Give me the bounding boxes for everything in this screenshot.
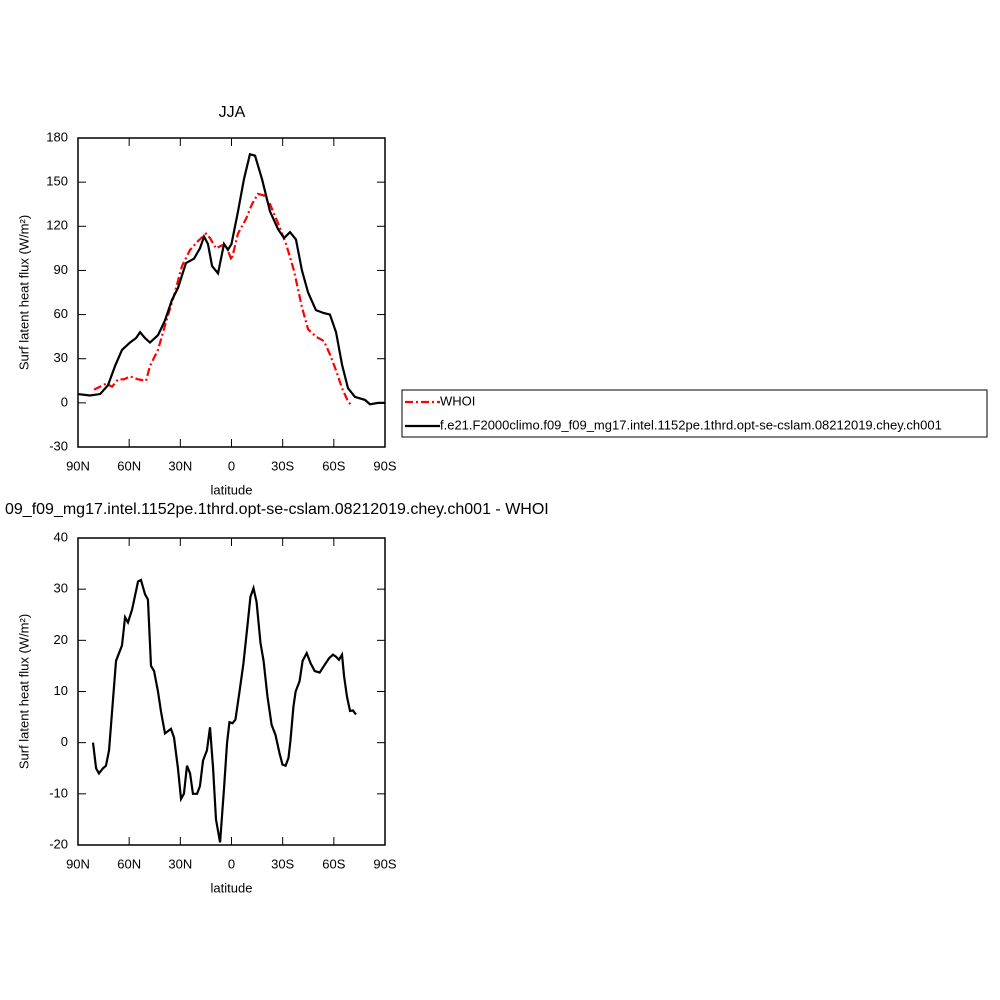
x-tick-label: 60N	[117, 856, 141, 871]
x-tick-label: 30N	[168, 856, 192, 871]
y-tick-label: 30	[54, 350, 68, 365]
y-tick-label: 150	[46, 174, 68, 189]
x-axis-label: latitude	[211, 482, 253, 497]
x-tick-label: 60S	[322, 458, 345, 473]
legend-label: f.e21.F2000climo.f09_f09_mg17.intel.1152…	[440, 417, 942, 432]
data-line	[93, 192, 353, 407]
data-line	[91, 578, 357, 843]
plot-frame	[77, 137, 386, 448]
y-axis-label: Surf latent heat flux (W/m²)	[16, 215, 31, 370]
y-tick-label: 0	[61, 734, 68, 749]
x-tick-label: 90N	[66, 458, 90, 473]
x-tick-label: 0	[228, 856, 235, 871]
y-axis-label: Surf latent heat flux (W/m²)	[16, 614, 31, 769]
legend-label: WHOI	[440, 393, 475, 408]
y-tick-label: 60	[54, 306, 68, 321]
y-tick-label: 30	[54, 581, 68, 596]
chart-title: JJA	[219, 104, 246, 121]
y-tick-label: 0	[61, 394, 68, 409]
x-tick-label: 30N	[168, 458, 192, 473]
plot-frame	[77, 537, 386, 846]
x-tick-label: 30S	[271, 856, 294, 871]
chart-title: 09_f09_mg17.intel.1152pe.1thrd.opt-se-cs…	[5, 501, 549, 518]
y-tick-label: -20	[49, 836, 68, 851]
x-tick-label: 90S	[373, 458, 396, 473]
y-tick-label: 10	[54, 683, 68, 698]
x-tick-label: 0	[228, 458, 235, 473]
x-tick-label: 90N	[66, 856, 90, 871]
x-axis-label: latitude	[211, 880, 253, 895]
x-tick-label: 90S	[373, 856, 396, 871]
x-tick-label: 30S	[271, 458, 294, 473]
y-tick-label: 20	[54, 632, 68, 647]
y-tick-label: -10	[49, 785, 68, 800]
x-tick-label: 60S	[322, 856, 345, 871]
x-tick-label: 60N	[117, 458, 141, 473]
y-tick-label: 40	[54, 529, 68, 544]
data-line	[77, 152, 385, 406]
y-tick-label: 90	[54, 262, 68, 277]
y-tick-label: 180	[46, 129, 68, 144]
y-tick-label: -30	[49, 438, 68, 453]
legend-box	[401, 389, 988, 438]
y-tick-label: 120	[46, 218, 68, 233]
